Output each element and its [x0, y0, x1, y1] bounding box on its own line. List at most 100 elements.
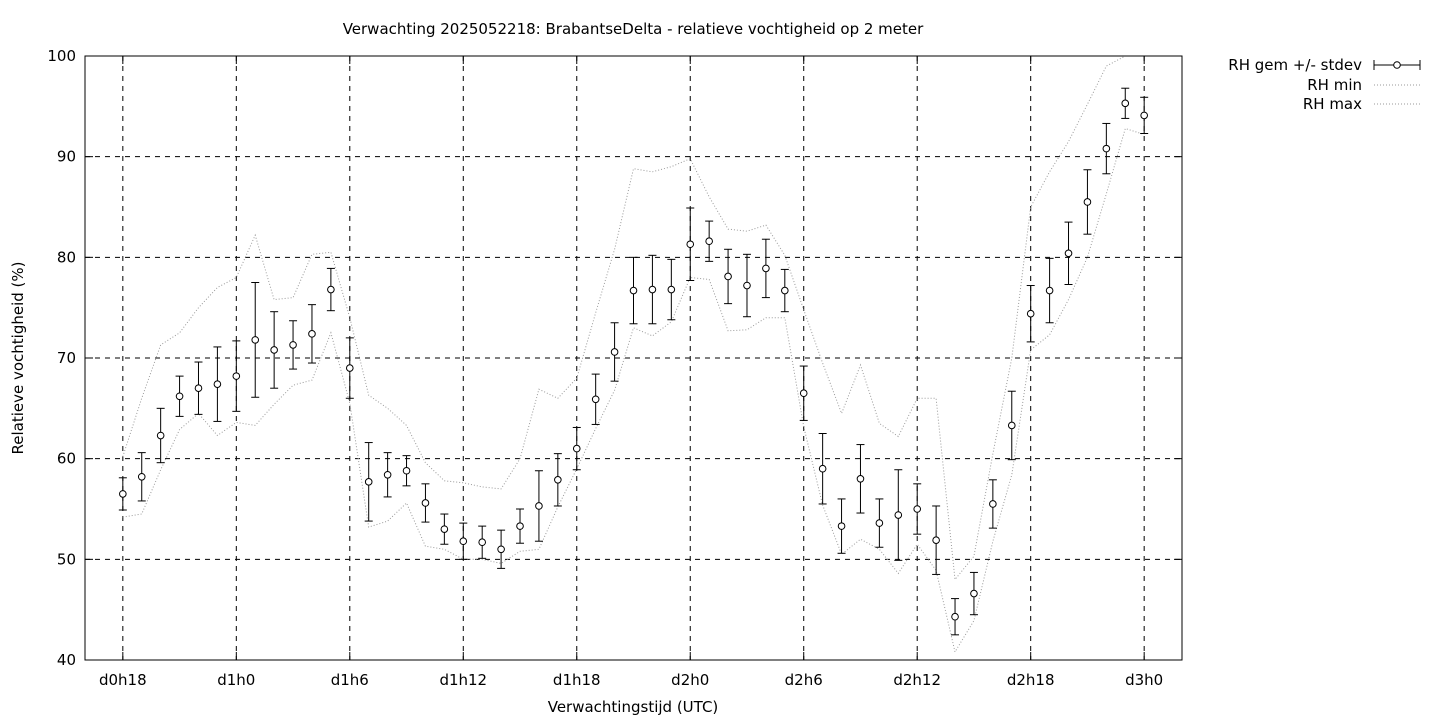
mean-point	[478, 538, 486, 547]
errorbar-point	[534, 470, 543, 542]
y-tick-label: 50	[57, 550, 76, 568]
errorbar-point	[742, 253, 751, 318]
errorbar-point	[932, 505, 941, 575]
mean-point	[629, 286, 638, 295]
x-tick-label: d1h6	[331, 671, 369, 689]
mean-point	[175, 392, 184, 401]
errorbar-point	[194, 361, 203, 415]
errorbar-point	[591, 373, 600, 425]
mean-point	[308, 330, 316, 338]
errorbar-point	[516, 508, 525, 544]
errorbar-point	[307, 304, 316, 364]
errorbar-point	[780, 268, 789, 313]
errorbar-point	[459, 522, 468, 560]
errorbar-point	[705, 220, 714, 262]
errorbar-point	[345, 337, 354, 399]
mean-point	[591, 395, 600, 404]
x-tick-label: d3h0	[1125, 671, 1163, 689]
mean-point	[535, 502, 543, 510]
errorbar-point	[213, 346, 222, 422]
mean-point	[970, 589, 978, 598]
errorbar-point	[118, 477, 127, 511]
y-tick-label: 60	[57, 450, 76, 468]
errorbar-point	[1026, 285, 1035, 343]
legend: RH gem +/- stdev RH min RH max	[1228, 56, 1421, 113]
range-lines	[122, 55, 1145, 654]
errorbar-series	[118, 87, 1149, 636]
mean-point	[989, 500, 997, 508]
errorbar-point	[364, 442, 373, 522]
legend-label-min: RH min	[1307, 76, 1362, 94]
mean-point	[762, 264, 770, 273]
y-axis-ticks: 40 50 60 70 80 90 100	[47, 47, 1182, 669]
x-tick-label: d0h18	[99, 671, 147, 689]
mean-point	[213, 380, 222, 388]
errorbar-point	[988, 479, 997, 529]
errorbar-point	[251, 282, 260, 398]
mean-point	[194, 384, 203, 393]
errorbar-point	[1007, 390, 1016, 461]
mean-point	[554, 476, 562, 484]
errorbar-point	[497, 529, 506, 569]
mean-point	[421, 499, 430, 507]
errorbar-point	[421, 483, 430, 523]
x-tick-label: d2h0	[671, 671, 709, 689]
mean-point	[610, 348, 619, 356]
errorbar-point	[1083, 169, 1092, 235]
errorbar-point	[629, 256, 638, 325]
mean-point	[364, 478, 373, 486]
x-tick-label: d1h12	[439, 671, 487, 689]
mean-point	[345, 364, 354, 372]
mean-point	[232, 372, 241, 380]
mean-point	[894, 511, 903, 519]
errorbar-point	[289, 320, 298, 370]
y-tick-label: 100	[47, 47, 76, 65]
mean-point	[119, 490, 127, 498]
mean-point	[327, 285, 335, 294]
mean-point	[648, 285, 657, 294]
errorbar-point	[761, 238, 770, 299]
errorbar-point	[875, 498, 884, 548]
errorbar-point	[478, 525, 487, 559]
mean-point	[667, 285, 676, 294]
errorbar-point	[969, 571, 978, 616]
mean-point	[289, 341, 297, 349]
errorbar-point	[610, 322, 619, 382]
legend-label-max: RH max	[1303, 95, 1362, 113]
mean-point	[837, 522, 846, 530]
mean-point	[913, 505, 922, 513]
series-line-rh-min	[122, 127, 1145, 654]
mean-point	[516, 522, 524, 530]
mean-point	[799, 389, 808, 398]
errorbar-point	[156, 407, 165, 464]
x-axis-ticks: d0h18 d1h0 d1h6 d1h12 d1h18 d2h0 d2h6 d2h12 d2h1…	[99, 56, 1163, 689]
y-tick-label: 80	[57, 248, 76, 266]
errorbar-point	[686, 207, 695, 281]
y-tick-label: 90	[57, 148, 76, 166]
errorbar-point	[648, 254, 657, 325]
mean-point	[724, 272, 732, 281]
mean-point	[572, 444, 581, 453]
mean-point	[1102, 144, 1111, 153]
errorbar-point	[383, 452, 392, 498]
mean-point	[705, 237, 713, 246]
x-axis-label: Verwachtingstijd (UTC)	[548, 698, 719, 716]
x-tick-label: d1h0	[217, 671, 255, 689]
mean-point	[1140, 111, 1148, 120]
mean-point	[818, 464, 827, 473]
errorbar-point	[913, 483, 922, 535]
errorbar-point	[440, 513, 449, 545]
errorbar-point	[232, 340, 241, 412]
mean-point	[156, 431, 165, 440]
mean-point	[781, 286, 789, 295]
errorbar-point	[1140, 96, 1149, 135]
mean-point	[856, 475, 865, 483]
errorbar-point	[1045, 257, 1054, 324]
legend-label-mean: RH gem +/- stdev	[1228, 56, 1362, 74]
mean-point	[459, 537, 468, 546]
mean-point	[383, 470, 392, 479]
errorbar-point	[799, 365, 808, 421]
mean-point	[137, 472, 146, 481]
mean-point	[951, 612, 959, 621]
